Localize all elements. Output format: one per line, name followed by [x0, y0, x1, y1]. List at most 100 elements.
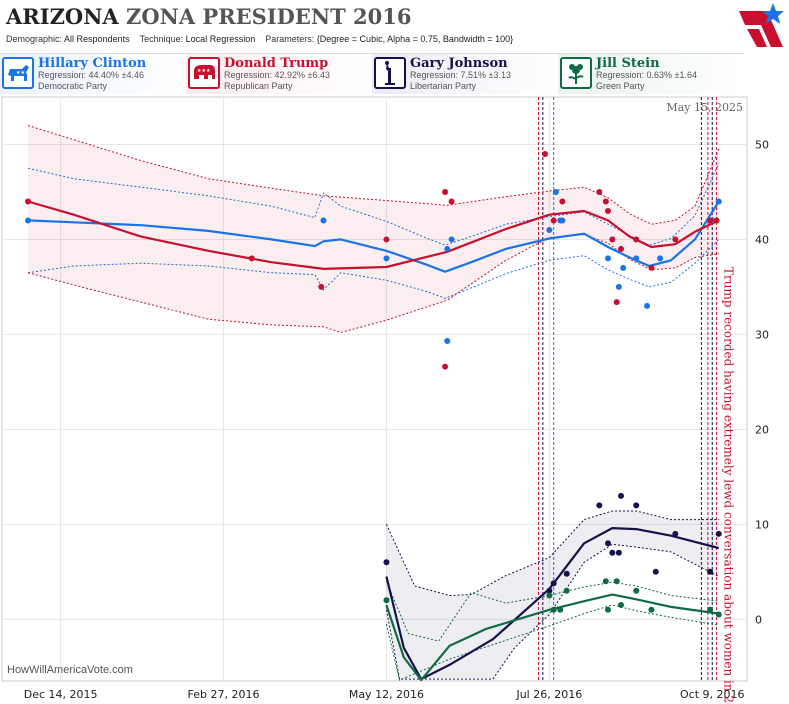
- event-annotation: Trump recorded having extremely lewd con…: [722, 267, 736, 704]
- poll-point: [707, 568, 714, 575]
- poll-point: [707, 606, 714, 613]
- poll-point: [442, 188, 449, 195]
- candidate-party: Libertarian Party: [410, 81, 477, 91]
- poll-point: [25, 198, 32, 205]
- poll-point: [633, 502, 640, 509]
- poll-point: [552, 188, 559, 195]
- candidate-name: Hillary Clinton: [38, 56, 147, 71]
- poll-point: [444, 245, 451, 252]
- poll-point: [542, 150, 549, 157]
- technique-label: Technique:: [139, 34, 184, 44]
- poll-point: [563, 570, 570, 577]
- trend-line: [27, 200, 720, 270]
- legend-stein: Jill Stein Regression: 0.63% ±1.64 Green…: [558, 53, 744, 94]
- poll-point: [672, 530, 679, 537]
- x-tick-label: Feb 27, 2016: [188, 688, 260, 701]
- poll-point: [448, 198, 455, 205]
- elephant-icon: ★★★: [188, 57, 220, 89]
- poll-point: [550, 606, 557, 613]
- poll-point: [383, 236, 390, 243]
- poll-point: [644, 302, 651, 309]
- poll-point: [604, 207, 611, 214]
- poll-point: [648, 606, 655, 613]
- y-tick-label: 30: [755, 328, 769, 341]
- poll-point: [648, 264, 655, 271]
- poll-point: [633, 236, 640, 243]
- poll-point: [563, 587, 570, 594]
- poll-point: [707, 217, 714, 224]
- poll-point: [604, 606, 611, 613]
- candidate-name: Jill Stein: [596, 56, 660, 71]
- poll-point: [448, 236, 455, 243]
- poll-point: [248, 255, 255, 262]
- svg-text:★★★: ★★★: [16, 70, 30, 76]
- poll-point: [633, 255, 640, 262]
- candidate-regression: Regression: 0.63% ±1.64: [596, 70, 697, 80]
- trend-line: [28, 200, 720, 273]
- poll-point: [383, 255, 390, 262]
- poll-point: [609, 549, 616, 556]
- y-tick-label: 50: [755, 138, 769, 151]
- poll-point: [318, 283, 325, 290]
- poll-point: [559, 198, 566, 205]
- series-layer: [25, 125, 722, 681]
- legend-trump: ★★★ Donald Trump Regression: 42.92% ±6.4…: [186, 53, 372, 94]
- poll-point: [609, 236, 616, 243]
- candidate-name: Gary Johnson: [410, 56, 508, 71]
- poll-point: [602, 578, 609, 585]
- confidence-band: [28, 125, 719, 333]
- poll-chart: 0 10 20 30 40 50 Dec 14, 2015 Feb 27, 2016 May 1…: [1, 96, 769, 704]
- poll-point: [615, 549, 622, 556]
- poll-point: [715, 198, 722, 205]
- candidate-regression: Regression: 7.51% ±3.13: [410, 70, 511, 80]
- watermark: HowWillAmericaVote.com: [7, 664, 133, 676]
- candidate-party: Democratic Party: [38, 81, 108, 91]
- technique-value: Local Regression: [185, 34, 256, 44]
- legend-johnson: Gary Johnson Regression: 7.51% ±3.13 Lib…: [372, 53, 558, 94]
- poll-point: [442, 363, 449, 370]
- poll-point: [633, 587, 640, 594]
- poll-point: [546, 592, 553, 599]
- y-tick-label: 20: [755, 423, 769, 436]
- y-tick-label: 10: [755, 518, 769, 531]
- donkey-icon: ★★★: [2, 57, 34, 89]
- title-race: ZONA PRESIDENT 2016: [126, 4, 412, 29]
- poll-point: [618, 602, 625, 609]
- poll-point: [559, 217, 566, 224]
- upper-bound-line: [385, 510, 719, 597]
- upper-bound-line: [385, 581, 719, 642]
- poll-point: [604, 540, 611, 547]
- upper-bound-line: [27, 125, 720, 225]
- poll-point: [602, 198, 609, 205]
- poll-point: [615, 283, 622, 290]
- poll-point: [604, 255, 611, 262]
- poll-point: [557, 606, 564, 613]
- candidate-name: Donald Trump: [224, 56, 329, 71]
- lower-bound-line: [385, 604, 719, 681]
- x-tick-label: Dec 14, 2015: [24, 688, 98, 701]
- poll-point: [672, 236, 679, 243]
- poll-point: [596, 502, 603, 509]
- as-of-date: May 15, 2025: [666, 101, 743, 114]
- demographic-value: All Respondents: [64, 34, 130, 44]
- poll-point: [715, 611, 722, 618]
- poll-point: [715, 530, 722, 537]
- poll-point: [620, 264, 627, 271]
- chart-title: ARIZONA ZONA PRESIDENT 2016: [6, 4, 411, 29]
- poll-point: [618, 492, 625, 499]
- y-tick-label: 40: [755, 233, 769, 246]
- poll-point: [613, 578, 620, 585]
- y-tick-label: 0: [755, 613, 762, 626]
- demographic-label: Demographic:: [6, 34, 63, 44]
- poll-point: [550, 217, 557, 224]
- poll-point: [25, 217, 32, 224]
- candidate-regression: Regression: 42.92% ±6.43: [224, 70, 331, 80]
- poll-point: [444, 338, 451, 345]
- parameters-label: Parameters:: [265, 34, 315, 44]
- poll-point: [550, 580, 557, 587]
- svg-text:★★★: ★★★: [197, 68, 211, 74]
- lower-bound-line: [28, 239, 720, 299]
- poll-point: [383, 597, 390, 604]
- poll-point: [383, 559, 390, 566]
- legend-clinton: ★★★ Hillary Clinton Regression: 44.40% ±…: [0, 53, 186, 94]
